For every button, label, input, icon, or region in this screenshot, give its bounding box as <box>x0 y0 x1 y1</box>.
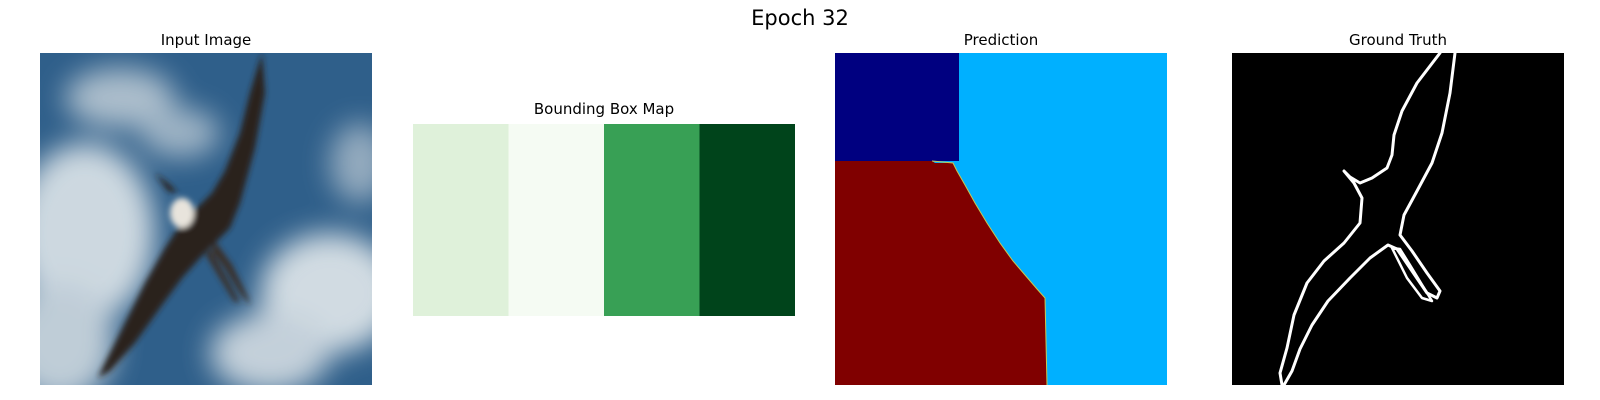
clouds <box>40 68 372 385</box>
prediction-dark-blue-region <box>835 53 959 161</box>
bbox-column-4 <box>699 124 795 316</box>
prediction-dark-red-region <box>835 161 1047 385</box>
ground-truth-mask <box>1232 53 1564 385</box>
bbox-column-2 <box>508 124 604 316</box>
ground-truth-edge <box>1278 53 1457 385</box>
ground-truth-title: Ground Truth <box>1349 31 1447 49</box>
prediction-map <box>835 53 1167 385</box>
ground-truth-panel <box>1232 53 1564 385</box>
figure-title: Epoch 32 <box>751 6 849 30</box>
bbox-map-panel <box>413 124 795 316</box>
prediction-boundary <box>931 160 1048 385</box>
input-image-panel <box>40 53 372 385</box>
input-image-title: Input Image <box>160 31 252 49</box>
input-image <box>40 53 372 385</box>
prediction-title: Prediction <box>963 31 1039 49</box>
bbox-column-1 <box>413 124 509 316</box>
bbox-map-title: Bounding Box Map <box>533 100 675 118</box>
ground-truth-edge-inner <box>1390 246 1434 303</box>
ground-truth-background <box>1232 53 1564 385</box>
bbox-column-3 <box>604 124 700 316</box>
bbox-map <box>413 124 795 316</box>
bird <box>98 53 265 378</box>
prediction-panel <box>835 53 1167 385</box>
